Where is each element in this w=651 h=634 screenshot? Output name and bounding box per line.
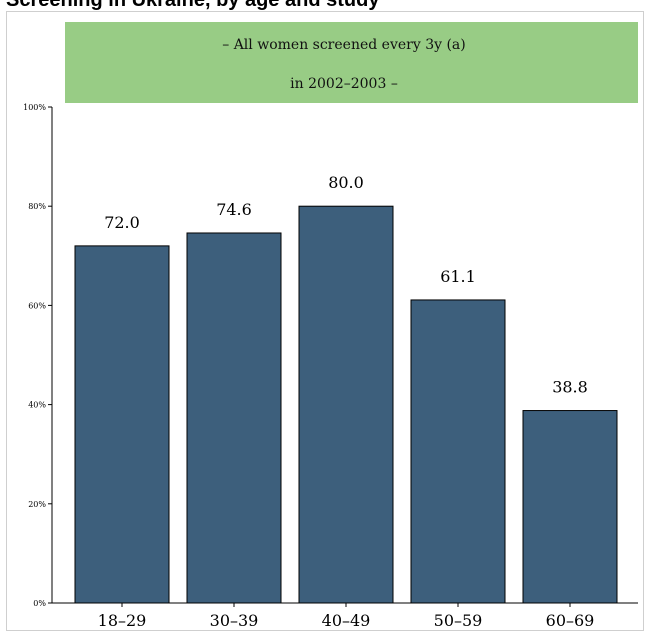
- bar: [410, 299, 506, 604]
- bar-value-label: 38.8: [552, 378, 588, 397]
- banner-line-2: in 2002–2003 –: [290, 76, 398, 92]
- y-tick-label: 0%: [33, 599, 46, 608]
- y-tick-label: 60%: [28, 301, 46, 310]
- x-category-label: 50–59: [434, 611, 483, 630]
- page-title: Screening in Ukraine, by age and study: [6, 0, 380, 11]
- x-category-label: 30–39: [210, 611, 259, 630]
- bar: [74, 245, 170, 604]
- x-category-label: 18–29: [98, 611, 147, 630]
- bar-value-label: 74.6: [216, 200, 252, 219]
- y-tick-label: 100%: [23, 103, 46, 112]
- y-tick-label: 40%: [28, 401, 46, 410]
- y-tick-label: 80%: [28, 202, 46, 211]
- bar: [186, 232, 282, 604]
- banner-line-1: – All women screened every 3y (a): [222, 37, 465, 53]
- x-category-label: 40–49: [322, 611, 371, 630]
- bar-value-label: 80.0: [328, 173, 364, 192]
- banner-box: [65, 22, 638, 103]
- bar: [522, 410, 618, 604]
- x-category-label: 60–69: [546, 611, 595, 630]
- y-tick-label: 20%: [28, 500, 46, 509]
- bar: [298, 205, 394, 604]
- bar-value-label: 72.0: [104, 213, 140, 232]
- bar-value-label: 61.1: [440, 267, 476, 286]
